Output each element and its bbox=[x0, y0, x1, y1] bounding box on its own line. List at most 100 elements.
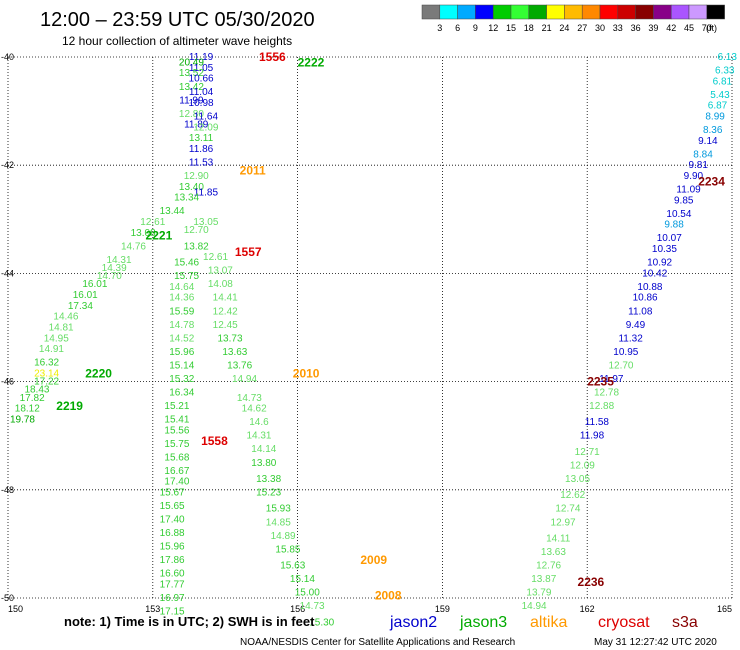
track-time-label: 2008 bbox=[375, 588, 402, 602]
data-point-label: 18.12 bbox=[15, 404, 40, 415]
legend-tick-label: 33 bbox=[613, 23, 623, 33]
data-point-label: 6.33 bbox=[715, 66, 735, 77]
track-time-label: 2220 bbox=[85, 366, 112, 380]
legend-swatch bbox=[564, 4, 583, 20]
data-point-label: 15.00 bbox=[295, 588, 320, 599]
legend-swatch bbox=[706, 4, 725, 20]
track-time-label: 2010 bbox=[293, 366, 320, 380]
legend-tick-label: 24 bbox=[559, 23, 569, 33]
data-point-label: 12.42 bbox=[213, 306, 238, 317]
data-point-label: 17.22 bbox=[34, 377, 59, 388]
x-tick-label: 162 bbox=[580, 604, 595, 614]
data-point-label: 13.07 bbox=[208, 266, 233, 277]
legend-swatch bbox=[439, 4, 458, 20]
legend-tick-label: 39 bbox=[648, 23, 658, 33]
legend-tick-label: 15 bbox=[506, 23, 516, 33]
track-time-label: 2236 bbox=[578, 575, 605, 589]
legend-swatch bbox=[457, 4, 476, 20]
data-point-label: 14.36 bbox=[169, 293, 194, 304]
data-point-label: 11.97 bbox=[599, 374, 624, 385]
legend-tick-label: 45 bbox=[684, 23, 694, 33]
data-point-label: 17.86 bbox=[160, 555, 185, 566]
data-point-label: 15.63 bbox=[280, 561, 305, 572]
data-point-label: 15.14 bbox=[290, 574, 315, 585]
data-point-label: 11.86 bbox=[189, 144, 214, 155]
legend-swatch bbox=[653, 4, 672, 20]
data-point-label: 15.65 bbox=[160, 501, 185, 512]
data-point-label: 12.61 bbox=[140, 217, 165, 228]
data-point-label: 15.68 bbox=[164, 452, 189, 463]
data-point-label: 13.76 bbox=[227, 360, 252, 371]
data-point-label: 6.13 bbox=[717, 52, 737, 63]
data-point-label: 10.07 bbox=[657, 233, 682, 244]
footer-note: note: 1) Time is in UTC; 2) SWH is in fe… bbox=[64, 614, 315, 629]
legend-tick-label: 21 bbox=[542, 23, 552, 33]
data-point-label: 11.09 bbox=[676, 185, 701, 196]
x-tick-label: 165 bbox=[717, 604, 732, 614]
data-point-label: 15.96 bbox=[160, 542, 185, 553]
data-point-label: 12.76 bbox=[536, 561, 561, 572]
data-point-label: 12.71 bbox=[575, 447, 600, 458]
data-point-label: 17.77 bbox=[160, 579, 185, 590]
data-point-label: 14.62 bbox=[242, 404, 267, 415]
data-point-label: 13.05 bbox=[565, 474, 590, 485]
data-point-label: 14.73 bbox=[300, 601, 325, 612]
data-point-label: 15.75 bbox=[174, 271, 199, 282]
data-point-label: 16.01 bbox=[73, 290, 98, 301]
data-point-label: 13.52 bbox=[179, 68, 204, 79]
legend-swatch bbox=[546, 4, 565, 20]
legend-tick-label: 9 bbox=[473, 23, 478, 33]
track-time-label: 2219 bbox=[56, 399, 83, 413]
satellite-name: s3a bbox=[672, 614, 698, 631]
data-point-label: 9.14 bbox=[698, 136, 718, 147]
data-point-label: 14.6 bbox=[249, 417, 269, 428]
data-point-label: 17.34 bbox=[68, 301, 93, 312]
satellite-legend: jason2 jason3 altika cryosat s3a bbox=[389, 614, 698, 631]
data-point-label: 14.64 bbox=[169, 282, 194, 293]
data-point-label: 15.32 bbox=[169, 374, 194, 385]
track-time-label: 2235 bbox=[587, 375, 614, 389]
y-tick-label: -44 bbox=[1, 268, 14, 278]
satellite-name: altika bbox=[530, 614, 567, 631]
data-point-label: 12.09 bbox=[193, 122, 218, 133]
data-point-label: 12.70 bbox=[184, 225, 209, 236]
data-point-label: 12.74 bbox=[555, 504, 580, 515]
data-point-label: 12.61 bbox=[203, 252, 228, 263]
data-point-label: 13.34 bbox=[174, 193, 199, 204]
data-point-label: 13.82 bbox=[184, 241, 209, 252]
data-point-label: 16.67 bbox=[164, 466, 189, 477]
data-point-label: 15.14 bbox=[169, 360, 194, 371]
legend-tick-label: 3 bbox=[437, 23, 442, 33]
y-tick-label: -46 bbox=[1, 377, 14, 387]
data-point-label: 13.40 bbox=[179, 182, 204, 193]
legend-swatch bbox=[635, 4, 654, 20]
data-point-label: 20.49 bbox=[179, 57, 204, 68]
track-time-label: 2011 bbox=[240, 164, 266, 178]
data-point-label: 13.79 bbox=[526, 588, 551, 599]
data-point-label: 13.38 bbox=[256, 474, 281, 485]
legend-tick-label: 70 bbox=[702, 23, 712, 33]
legend-tick-label: 36 bbox=[631, 23, 641, 33]
data-point-label: 15.46 bbox=[174, 258, 199, 269]
data-point-label: 12.97 bbox=[551, 517, 576, 528]
data-point-label: 15.96 bbox=[169, 347, 194, 358]
data-point-label: 12.70 bbox=[608, 360, 633, 371]
data-point-label: 10.98 bbox=[189, 98, 214, 109]
data-point-label: 13.08 bbox=[131, 228, 156, 239]
data-point-label: 15.41 bbox=[164, 414, 189, 425]
data-point-label: 14.78 bbox=[169, 320, 194, 331]
track-time-label: 2234 bbox=[698, 174, 725, 188]
track-time-label: 1556 bbox=[259, 50, 286, 64]
legend-tick-label: 18 bbox=[524, 23, 534, 33]
satellite-name: jason3 bbox=[459, 614, 507, 631]
legend-swatch bbox=[599, 4, 619, 20]
data-point-label: 17.82 bbox=[20, 393, 45, 404]
legend-swatch bbox=[492, 4, 512, 20]
data-point-label: 14.39 bbox=[102, 263, 127, 274]
data-point-label: 16.01 bbox=[82, 279, 107, 290]
data-point-label: 14.94 bbox=[522, 601, 547, 612]
legend-tick-label: 12 bbox=[488, 23, 498, 33]
data-point-label: 12.90 bbox=[184, 171, 209, 182]
data-point-label: 10.54 bbox=[666, 209, 691, 220]
footer-timestamp: May 31 12:27:42 UTC 2020 bbox=[594, 637, 717, 648]
